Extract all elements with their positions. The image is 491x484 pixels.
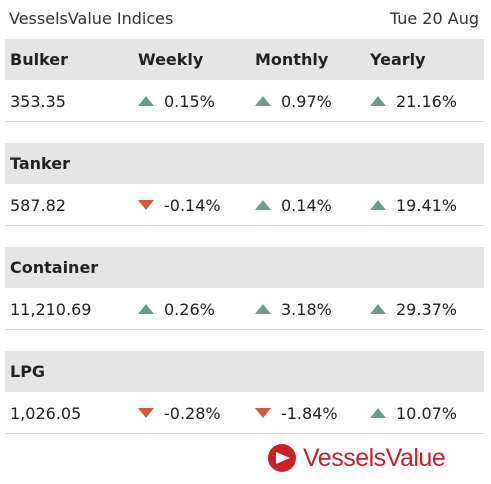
index-header-bulker: Bulker Weekly Monthly Yearly	[5, 39, 484, 80]
monthly-change: 0.14%	[255, 196, 332, 215]
triangle-down-icon	[138, 199, 154, 210]
index-name: LPG	[10, 362, 46, 381]
column-monthly: Monthly	[255, 50, 329, 69]
vesselsvalue-logo[interactable]: VesselsValue	[267, 442, 446, 474]
monthly-change: -1.84%	[255, 404, 338, 423]
column-weekly: Weekly	[138, 50, 204, 69]
column-yearly: Yearly	[370, 50, 426, 69]
triangle-up-icon	[255, 95, 271, 106]
weekly-change: 0.15%	[138, 92, 215, 111]
index-row-lpg: 1,026.05 -0.28% -1.84% 10.07%	[5, 393, 484, 434]
index-row-bulker: 353.35 0.15% 0.97% 21.16%	[5, 81, 484, 122]
triangle-down-icon	[255, 407, 271, 418]
index-name: Bulker	[10, 50, 69, 69]
triangle-up-icon	[370, 95, 386, 106]
triangle-up-icon	[370, 199, 386, 210]
index-row-tanker: 587.82 -0.14% 0.14% 19.41%	[5, 185, 484, 226]
date-label: Tue 20 Aug	[389, 9, 479, 28]
index-header-container: Container	[5, 247, 484, 288]
triangle-up-icon	[138, 303, 154, 314]
triangle-up-icon	[370, 303, 386, 314]
triangle-up-icon	[370, 407, 386, 418]
index-header-tanker: Tanker	[5, 143, 484, 184]
widget-header: VesselsValue Indices Tue 20 Aug	[0, 0, 491, 38]
monthly-change: 3.18%	[255, 300, 332, 319]
triangle-down-icon	[138, 407, 154, 418]
index-name: Container	[10, 258, 99, 277]
index-header-lpg: LPG	[5, 351, 484, 392]
triangle-up-icon	[255, 303, 271, 314]
vesselsvalue-logo-icon	[268, 444, 296, 472]
yearly-change: 29.37%	[370, 300, 457, 319]
index-row-container: 11,210.69 0.26% 3.18% 29.37%	[5, 289, 484, 330]
index-value: 1,026.05	[10, 404, 82, 423]
logo-text: VesselsValue	[303, 443, 446, 472]
index-value: 11,210.69	[10, 300, 92, 319]
weekly-change: -0.28%	[138, 404, 221, 423]
index-name: Tanker	[10, 154, 70, 173]
widget-title: VesselsValue Indices	[9, 9, 174, 28]
index-value: 353.35	[10, 92, 66, 111]
weekly-change: -0.14%	[138, 196, 221, 215]
index-value: 587.82	[10, 196, 66, 215]
triangle-up-icon	[255, 199, 271, 210]
yearly-change: 19.41%	[370, 196, 457, 215]
yearly-change: 10.07%	[370, 404, 457, 423]
yearly-change: 21.16%	[370, 92, 457, 111]
weekly-change: 0.26%	[138, 300, 215, 319]
monthly-change: 0.97%	[255, 92, 332, 111]
triangle-up-icon	[138, 95, 154, 106]
